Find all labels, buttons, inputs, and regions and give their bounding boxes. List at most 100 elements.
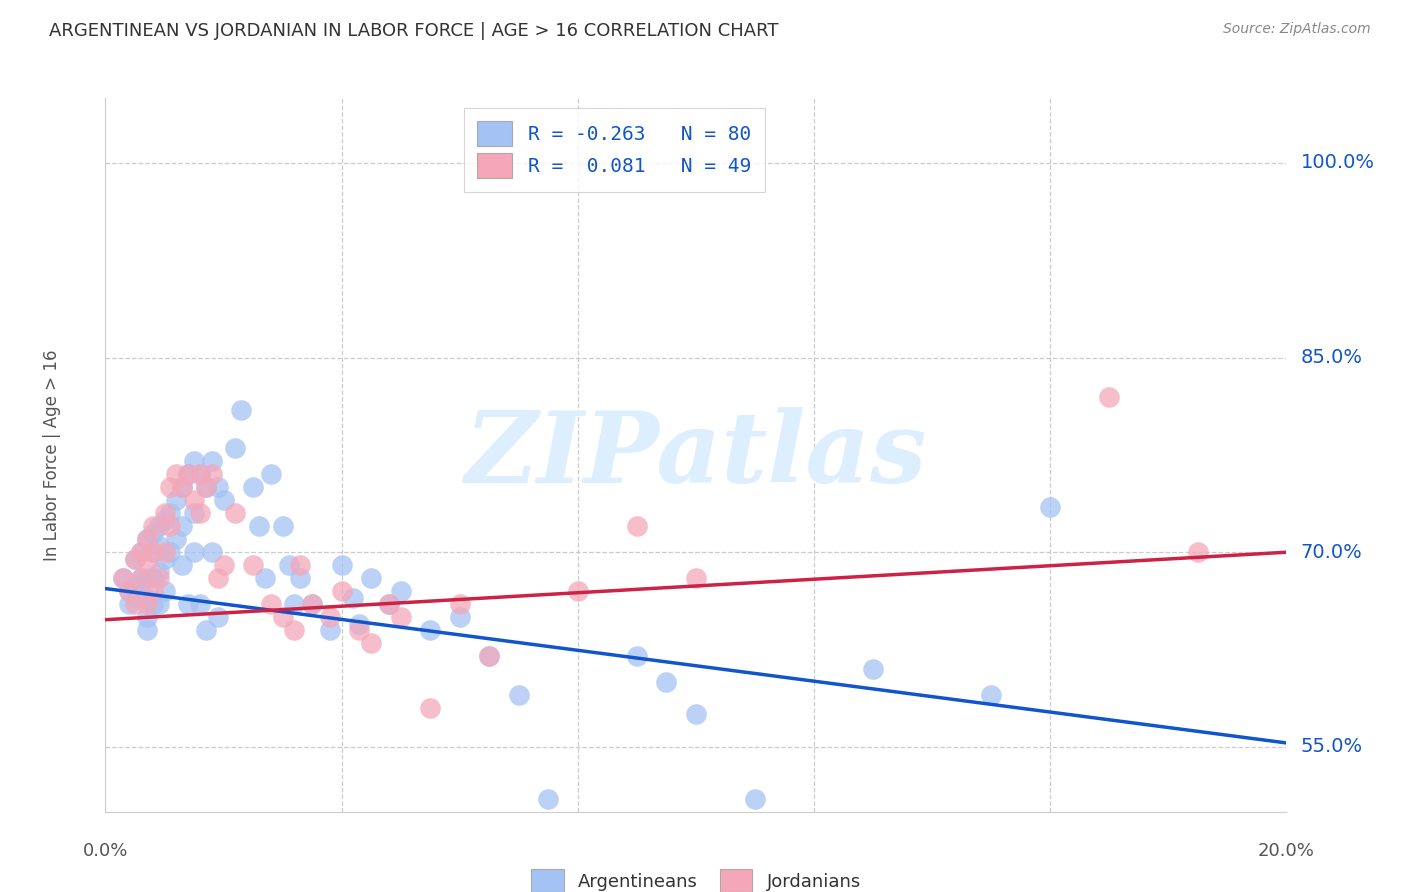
Point: [188, 467, 211, 482]
Point: [159, 506, 181, 520]
Point: [290, 558, 312, 573]
Point: [124, 591, 146, 605]
Point: [135, 610, 157, 624]
Point: [478, 648, 501, 663]
Point: [153, 545, 176, 559]
Point: [271, 610, 294, 624]
Text: 20.0%: 20.0%: [1258, 842, 1315, 860]
Text: 85.0%: 85.0%: [1301, 348, 1362, 368]
Point: [419, 701, 441, 715]
Point: [129, 584, 152, 599]
Point: [655, 675, 678, 690]
Point: [112, 571, 135, 585]
Point: [183, 454, 205, 468]
Point: [1098, 818, 1121, 832]
Point: [118, 584, 141, 599]
Point: [135, 623, 157, 637]
Point: [177, 597, 200, 611]
Point: [118, 597, 141, 611]
Point: [188, 597, 211, 611]
Point: [224, 442, 246, 456]
Point: [349, 616, 371, 631]
Point: [148, 539, 170, 553]
Point: [124, 577, 146, 591]
Text: ZIPatlas: ZIPatlas: [465, 407, 927, 503]
Point: [277, 558, 299, 573]
Point: [112, 571, 135, 585]
Point: [201, 454, 224, 468]
Point: [389, 584, 412, 599]
Point: [148, 519, 170, 533]
Point: [135, 533, 157, 547]
Point: [172, 558, 194, 573]
Point: [224, 506, 246, 520]
Point: [626, 519, 648, 533]
Point: [118, 584, 141, 599]
Point: [135, 591, 157, 605]
Point: [1098, 390, 1121, 404]
Point: [330, 584, 353, 599]
Point: [247, 519, 270, 533]
Point: [449, 597, 471, 611]
Point: [172, 519, 194, 533]
Point: [378, 597, 401, 611]
Point: [165, 467, 187, 482]
Point: [159, 480, 181, 494]
Point: [142, 571, 165, 585]
Text: In Labor Force | Age > 16: In Labor Force | Age > 16: [44, 349, 62, 561]
Point: [153, 506, 176, 520]
Point: [290, 571, 312, 585]
Point: [129, 571, 152, 585]
Point: [349, 623, 371, 637]
Point: [148, 597, 170, 611]
Point: [207, 610, 229, 624]
Text: 70.0%: 70.0%: [1301, 542, 1362, 562]
Point: [194, 480, 217, 494]
Point: [177, 467, 200, 482]
Point: [188, 467, 211, 482]
Point: [135, 597, 157, 611]
Point: [231, 402, 253, 417]
Point: [153, 584, 176, 599]
Point: [360, 636, 382, 650]
Point: [207, 571, 229, 585]
Point: [165, 493, 187, 508]
Point: [148, 571, 170, 585]
Point: [142, 545, 165, 559]
Point: [567, 584, 589, 599]
Point: [862, 662, 884, 676]
Point: [142, 597, 165, 611]
Point: [135, 571, 157, 585]
Point: [1157, 850, 1180, 864]
Point: [419, 623, 441, 637]
Point: [283, 597, 305, 611]
Point: [129, 571, 152, 585]
Point: [242, 558, 264, 573]
Point: [319, 610, 342, 624]
Point: [260, 467, 283, 482]
Point: [449, 610, 471, 624]
Point: [360, 571, 382, 585]
Text: Source: ZipAtlas.com: Source: ZipAtlas.com: [1223, 22, 1371, 37]
Text: 100.0%: 100.0%: [1301, 153, 1375, 172]
Point: [194, 480, 217, 494]
Point: [685, 571, 707, 585]
Point: [685, 707, 707, 722]
Point: [201, 545, 224, 559]
Point: [142, 584, 165, 599]
Point: [148, 565, 170, 579]
Text: 55.0%: 55.0%: [1301, 738, 1362, 756]
Point: [159, 519, 181, 533]
Point: [172, 480, 194, 494]
Point: [253, 571, 276, 585]
Point: [260, 597, 283, 611]
Point: [330, 558, 353, 573]
Legend: Argentineans, Jordanians: Argentineans, Jordanians: [522, 860, 870, 892]
Point: [980, 688, 1002, 702]
Point: [508, 688, 530, 702]
Point: [124, 597, 146, 611]
Point: [153, 513, 176, 527]
Point: [301, 597, 323, 611]
Point: [124, 551, 146, 566]
Point: [135, 533, 157, 547]
